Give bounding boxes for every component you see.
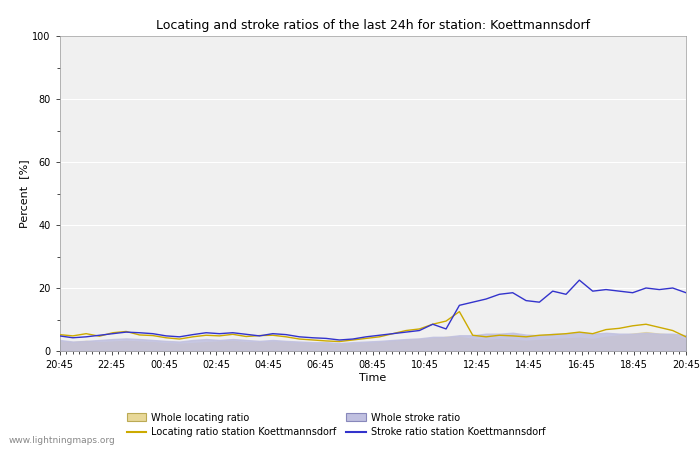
Legend: Whole locating ratio, Locating ratio station Koettmannsdorf, Whole stroke ratio,: Whole locating ratio, Locating ratio sta… bbox=[127, 413, 545, 437]
Text: www.lightningmaps.org: www.lightningmaps.org bbox=[8, 436, 115, 445]
X-axis label: Time: Time bbox=[359, 373, 386, 383]
Title: Locating and stroke ratios of the last 24h for station: Koettmannsdorf: Locating and stroke ratios of the last 2… bbox=[155, 19, 590, 32]
Y-axis label: Percent  [%]: Percent [%] bbox=[20, 159, 29, 228]
